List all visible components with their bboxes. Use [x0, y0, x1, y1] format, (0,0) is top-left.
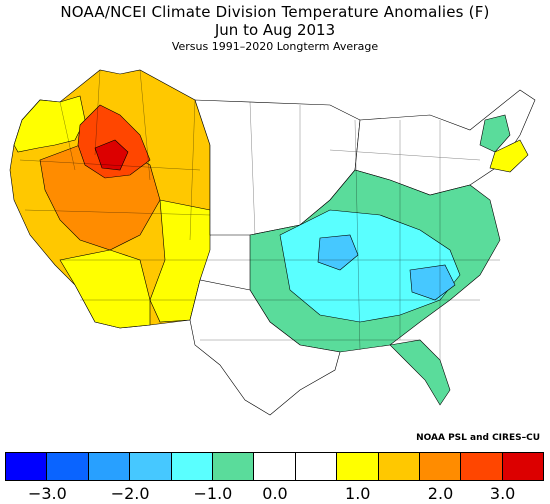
region-southwest	[59, 249, 151, 329]
region-texas	[189, 279, 341, 416]
legend-tick-label: 1.0	[345, 484, 371, 503]
legend-swatch	[294, 452, 338, 481]
legend-swatch	[418, 452, 462, 481]
legend-ticks: −3.0 −2.0 −1.0 0.0 1.0 2.0 3.0	[6, 484, 544, 504]
legend-swatch	[129, 452, 172, 481]
region-blue-carolinas	[409, 264, 456, 301]
legend-tick-label: 2.0	[427, 484, 454, 503]
legend-colorbar	[5, 452, 545, 481]
region-florida	[389, 339, 451, 406]
credit-text: NOAA PSL and CIRES–CU	[416, 433, 540, 443]
legend-swatch	[211, 452, 255, 481]
legend-swatch	[501, 452, 545, 481]
legend-swatch	[377, 452, 420, 481]
division-lines	[19, 69, 500, 360]
legend-swatch	[253, 452, 296, 481]
map-baseline: Versus 1991–2020 Longterm Average	[171, 40, 379, 53]
map-period: Jun to Aug 2013	[214, 21, 336, 39]
legend-tick-label: −2.0	[110, 484, 150, 503]
region-new-england	[479, 114, 511, 153]
legend-swatch	[336, 452, 379, 481]
region-pacific-northwest	[13, 95, 86, 153]
legend-tick-label: 0.0	[262, 484, 288, 503]
legend-tick-label: −3.0	[27, 484, 67, 503]
region-mid-atlantic-yellow	[489, 139, 529, 173]
legend-tick-label: −1.0	[193, 484, 233, 503]
legend-swatch	[5, 452, 48, 481]
us-climate-division-map	[9, 69, 536, 416]
legend-swatch	[460, 452, 503, 481]
legend-swatch	[170, 452, 213, 481]
map-title: NOAA/NCEI Climate Division Temperature A…	[60, 3, 490, 21]
legend-tick-label: 3.0	[489, 484, 516, 503]
legend-swatch	[87, 452, 131, 481]
region-blue-missouri	[317, 234, 359, 271]
legend-swatch	[46, 452, 89, 481]
